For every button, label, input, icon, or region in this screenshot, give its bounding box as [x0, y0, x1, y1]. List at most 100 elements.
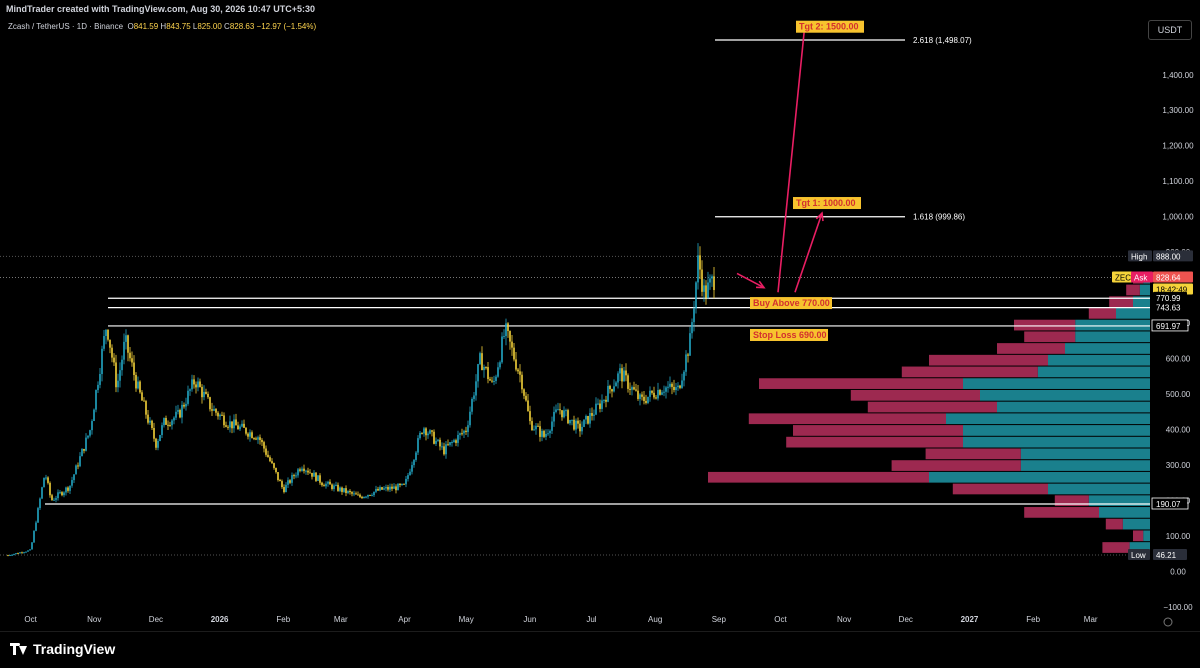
x-tick-label: Feb [276, 615, 290, 624]
candle-body [471, 398, 473, 412]
candle-body [433, 431, 435, 444]
fib-level-label: 2.618 (1,498.07) [913, 36, 972, 45]
candle-body [697, 255, 699, 283]
candle-body [417, 438, 419, 453]
entry-arrow [736, 272, 765, 289]
level-770-badge-bg [1153, 291, 1187, 303]
candle-body [309, 472, 311, 474]
candle-body [621, 368, 623, 382]
footer-bar: TradingView [0, 631, 1200, 668]
candle-body [497, 367, 499, 377]
candle-body [479, 353, 481, 365]
candle-body [105, 329, 107, 337]
candle-body [563, 410, 565, 418]
candle-body [421, 432, 423, 434]
candle-body [179, 410, 181, 418]
candle-body [675, 387, 677, 391]
candle-body [361, 496, 363, 499]
candle-body [577, 420, 579, 424]
candle-body [419, 432, 421, 439]
ask-tag: Ask [1134, 273, 1148, 282]
volume-profile-down [891, 460, 1021, 471]
volume-profile-up [1048, 354, 1150, 366]
candle-body [73, 474, 75, 481]
last-price-badge-bg [1153, 271, 1193, 283]
symbol-legend: Zcash / TetherUS · 1D · Binance O841.59 … [8, 22, 316, 31]
candle-body [111, 347, 113, 358]
target-1-arrow-head [815, 211, 824, 222]
x-tick-label: Mar [334, 615, 348, 624]
last-price-badge: 828.64 [1156, 273, 1181, 282]
candle-body [169, 425, 171, 427]
candle-body [469, 411, 471, 426]
candle-body [413, 459, 415, 466]
candle-body [411, 465, 413, 472]
volume-profile-up [1020, 448, 1150, 460]
candle-body [173, 417, 175, 421]
candle-body [149, 420, 151, 423]
buy-label: Buy Above 770.00 [753, 298, 830, 308]
chart-area[interactable]: −100.000.00100.00200.00300.00400.00500.0… [0, 18, 1200, 632]
candle-body [449, 442, 451, 445]
candle-body [267, 454, 269, 458]
candle-body [37, 508, 39, 523]
tradingview-logo[interactable]: TradingView [10, 641, 115, 657]
candle-body [199, 381, 201, 387]
candle-body [141, 392, 143, 401]
y-tick-label: 1,000.00 [1162, 213, 1194, 222]
tradingview-icon [10, 642, 28, 656]
candle-body [101, 348, 103, 375]
candle-body [259, 437, 261, 440]
candle-body [405, 478, 407, 485]
candle-body [603, 399, 605, 401]
price-chart[interactable]: −100.000.00100.00200.00300.00400.00500.0… [0, 18, 1200, 632]
candle-body [671, 383, 673, 387]
candle-body [515, 359, 517, 370]
candle-body [297, 469, 299, 476]
candle-body [489, 379, 491, 381]
y-tick-label: 1,200.00 [1162, 142, 1194, 151]
candle-body [181, 404, 183, 418]
candle-body [539, 426, 541, 437]
candle-body [255, 438, 257, 440]
candle-body [549, 430, 551, 434]
candle-body [91, 421, 93, 431]
x-tick-label: 2026 [211, 615, 229, 624]
candle-body [447, 444, 449, 446]
low-value: 825.00 [197, 22, 222, 31]
candle-body [109, 339, 111, 348]
candle-body [313, 472, 315, 477]
candle-body [143, 400, 145, 402]
high-badge-bg [1153, 250, 1193, 262]
settings-icon [1163, 617, 1173, 627]
candle-body [49, 482, 51, 496]
candle-body [431, 430, 433, 432]
target-1-label-bg [793, 197, 861, 210]
x-tick-label: May [459, 615, 474, 624]
candle-body [613, 386, 615, 392]
candle-body [669, 383, 671, 387]
symbol-tag: ZECU [1115, 273, 1137, 282]
candle-body [45, 477, 47, 479]
y-tick-label: 1,300.00 [1162, 106, 1194, 115]
candle-body [59, 492, 61, 494]
candle-body [65, 487, 67, 493]
candle-body [229, 421, 231, 428]
candle-body [269, 457, 271, 462]
candle-body [221, 414, 223, 416]
volume-profile-up [1048, 483, 1150, 495]
volume-profile-down [1024, 331, 1076, 343]
candle-body [597, 403, 599, 405]
candle-body [637, 390, 639, 399]
candle-body [535, 425, 537, 430]
level-691-border [1151, 319, 1189, 332]
candle-body [337, 484, 339, 491]
candle-body [713, 276, 715, 291]
candle-body [231, 421, 233, 429]
candle-body [99, 374, 101, 385]
currency-button[interactable]: USDT [1148, 20, 1192, 40]
candle-body [569, 419, 571, 424]
candle-body [163, 418, 165, 426]
candle-body [499, 362, 501, 368]
candle-body [393, 486, 395, 489]
